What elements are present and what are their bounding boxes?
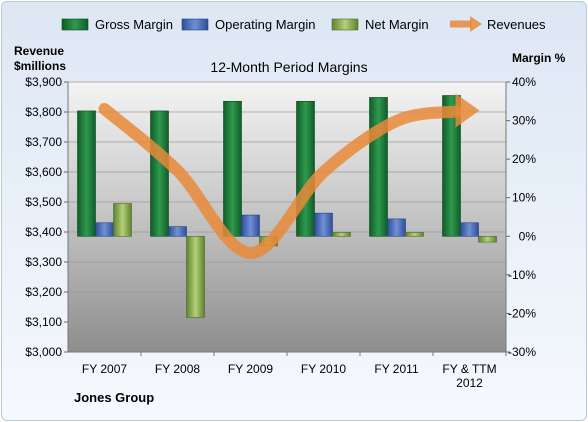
legend-label: Revenues [487,17,546,32]
right-axis-tick-label: 20% [512,152,536,166]
left-axis-tick-label: $3,000 [25,345,62,359]
revenues-arrowhead [455,93,480,128]
left-axis-tick-label: $3,500 [25,195,62,209]
left-axis-tick-label: $3,600 [25,165,62,179]
x-axis-tick-label: FY 2008 [155,362,200,376]
legend-swatch-operating-margin [181,18,209,31]
right-axis-tick-label: 30% [512,114,536,128]
bar-net-margin [405,232,424,237]
bar-gross-margin [369,97,388,237]
x-axis-tick-label: FY 2011 [374,362,419,376]
right-axis-tick-label: 10% [512,191,536,205]
right-axis-title: Margin % [512,51,566,65]
legend-label: Gross Margin [95,17,173,32]
legend-swatch-revenues-arrowhead [470,16,482,32]
bar-operating-margin [241,214,260,237]
right-axis-tick-label: 0% [519,229,537,243]
bar-net-margin [332,232,351,237]
right-axis-tick-label: 40% [512,75,536,89]
left-axis-title-line1: Revenue [14,44,64,58]
left-axis-tick-label: $3,400 [25,225,62,239]
left-axis-tick-label: $3,700 [25,135,62,149]
legend-swatch-gross-margin [61,18,89,31]
right-axis-tick-label: -10% [508,268,536,282]
company-label: Jones Group [74,390,154,405]
bar-gross-margin [77,110,96,237]
revenues-line [98,103,462,260]
left-axis-tick-label: $3,200 [25,285,62,299]
x-axis-tick-label: FY 2007 [82,362,127,376]
left-axis-tick-label: $3,800 [25,105,62,119]
legend-swatch-net-margin [331,18,359,31]
bar-operating-margin [168,226,187,237]
bar-operating-margin [460,222,479,237]
left-axis-tick-label: $3,300 [25,255,62,269]
bar-net-margin [478,235,497,243]
right-axis-tick-label: -30% [508,345,536,359]
left-axis-tick-label: $3,900 [25,75,62,89]
bar-operating-margin [95,222,114,237]
bar-gross-margin [296,100,315,237]
x-axis-tick-label: FY 2009 [228,362,273,376]
bar-gross-margin [223,100,242,237]
left-axis-title-line2: $millions [14,59,66,73]
bar-operating-margin [314,212,333,237]
left-axis-tick-label: $3,100 [25,315,62,329]
bar-net-margin [186,235,205,318]
x-axis-tick-label: FY 2010 [301,362,346,376]
legend-label: Operating Margin [215,17,315,32]
legend-label: Net Margin [365,17,429,32]
bar-operating-margin [387,218,406,237]
chart-title: 12-Month Period Margins [210,59,367,75]
right-axis-tick-label: -20% [508,306,536,320]
bar-gross-margin [150,110,169,237]
x-axis-tick-label: 2012 [456,376,483,390]
bar-gross-margin [442,95,461,237]
x-axis-tick-label: FY & TTM [442,362,496,376]
bar-net-margin [113,203,132,237]
